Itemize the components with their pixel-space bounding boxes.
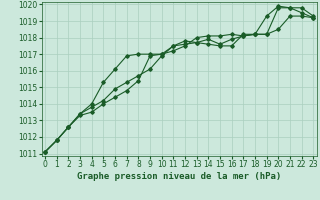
X-axis label: Graphe pression niveau de la mer (hPa): Graphe pression niveau de la mer (hPa) <box>77 172 281 181</box>
